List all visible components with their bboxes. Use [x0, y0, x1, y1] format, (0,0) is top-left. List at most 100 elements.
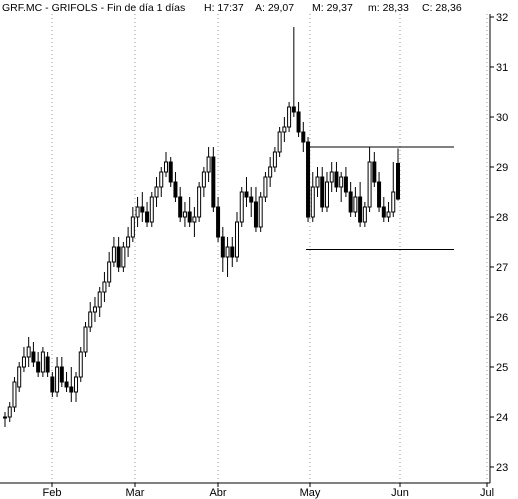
candle-body-44 — [211, 156, 216, 208]
candle-71 — [339, 172, 344, 202]
candle-44 — [211, 147, 216, 212]
candle-60 — [287, 102, 292, 132]
candle-body-25 — [121, 246, 126, 268]
candle-body-28 — [135, 206, 140, 218]
x-tick-label-5: Jul — [480, 487, 494, 499]
candle-body-42 — [201, 171, 206, 188]
candle-2 — [12, 377, 17, 412]
candle-body-6 — [31, 351, 36, 363]
candle-body-43 — [206, 156, 211, 173]
candle-body-8 — [40, 351, 45, 373]
candle-body-62 — [296, 111, 301, 133]
candle-10 — [50, 372, 55, 397]
candle-75 — [358, 182, 363, 227]
candle-77 — [367, 147, 372, 212]
candle-39 — [187, 197, 192, 227]
candle-body-14 — [69, 386, 74, 393]
candle-35 — [168, 157, 173, 187]
candle-layer — [3, 27, 400, 427]
candle-6 — [31, 342, 36, 367]
candle-57 — [272, 147, 277, 172]
header-open: A: 29,07 — [255, 2, 294, 14]
candle-27 — [130, 207, 135, 242]
y-tick-label-0: 23 — [496, 462, 508, 474]
candle-56 — [268, 157, 273, 187]
candle-body-50 — [239, 191, 244, 223]
candle-body-78 — [372, 161, 377, 183]
candle-body-39 — [187, 211, 192, 223]
candle-body-35 — [168, 161, 173, 183]
y-tick-label-6: 29 — [496, 162, 508, 174]
candle-79 — [377, 172, 382, 212]
candle-36 — [173, 172, 178, 202]
candle-body-21 — [102, 281, 107, 293]
candle-26 — [126, 227, 131, 257]
candle-51 — [244, 177, 249, 207]
candle-body-12 — [59, 366, 64, 383]
x-tick-label-1: Mar — [126, 487, 145, 499]
candle-body-51 — [244, 191, 249, 198]
candle-body-17 — [83, 326, 88, 353]
candle-body-73 — [348, 191, 353, 213]
candle-body-15 — [74, 376, 79, 393]
candle-68 — [324, 172, 329, 212]
candle-69 — [329, 162, 334, 192]
candle-body-32 — [154, 186, 159, 198]
candle-72 — [343, 167, 348, 197]
candle-83 — [396, 148, 400, 201]
annotation-layer — [306, 146, 454, 250]
candle-67 — [320, 167, 325, 212]
candle-body-56 — [268, 166, 273, 178]
candle-24 — [116, 237, 121, 272]
candle-body-83 — [396, 163, 400, 200]
candle-16 — [78, 347, 83, 382]
candle-23 — [111, 237, 116, 267]
candle-45 — [216, 197, 221, 242]
candle-body-57 — [272, 151, 277, 168]
candle-body-46 — [220, 236, 225, 258]
candle-body-45 — [216, 206, 221, 238]
candle-58 — [277, 127, 282, 157]
candle-body-10 — [50, 376, 55, 393]
y-tick-label-8: 31 — [496, 62, 508, 74]
candle-0 — [3, 412, 7, 427]
y-tick-label-1: 24 — [496, 412, 508, 424]
candle-body-60 — [287, 106, 292, 128]
candle-body-75 — [358, 196, 363, 223]
candle-5 — [26, 337, 31, 367]
y-tick-label-7: 30 — [496, 112, 508, 124]
candle-64 — [306, 137, 311, 222]
candle-28 — [135, 197, 140, 227]
candle-body-22 — [107, 261, 112, 283]
candle-3 — [17, 362, 22, 392]
candle-14 — [69, 367, 74, 402]
candle-41 — [197, 182, 202, 222]
candle-body-68 — [324, 181, 329, 208]
candle-body-65 — [310, 186, 315, 218]
candle-34 — [163, 152, 168, 177]
candle-62 — [296, 102, 301, 137]
candle-42 — [201, 167, 206, 197]
candle-18 — [88, 302, 93, 332]
candle-body-47 — [225, 246, 230, 258]
candle-body-72 — [343, 176, 348, 193]
candle-7 — [36, 352, 41, 377]
candle-body-9 — [45, 356, 50, 373]
candle-46 — [220, 227, 225, 272]
candle-body-5 — [26, 346, 31, 358]
candle-17 — [83, 322, 88, 357]
candle-body-11 — [55, 366, 60, 393]
candle-20 — [97, 287, 102, 317]
candle-9 — [45, 352, 50, 377]
candle-54 — [258, 192, 263, 232]
candle-80 — [381, 197, 386, 222]
x-tick-label-3: May — [300, 487, 321, 499]
candle-body-31 — [149, 196, 154, 223]
candle-body-71 — [339, 176, 344, 188]
candle-body-48 — [230, 246, 235, 258]
candle-body-64 — [306, 141, 311, 218]
candle-32 — [154, 177, 159, 207]
candle-body-1 — [7, 406, 12, 418]
header-close: C: 28,36 — [422, 2, 462, 14]
